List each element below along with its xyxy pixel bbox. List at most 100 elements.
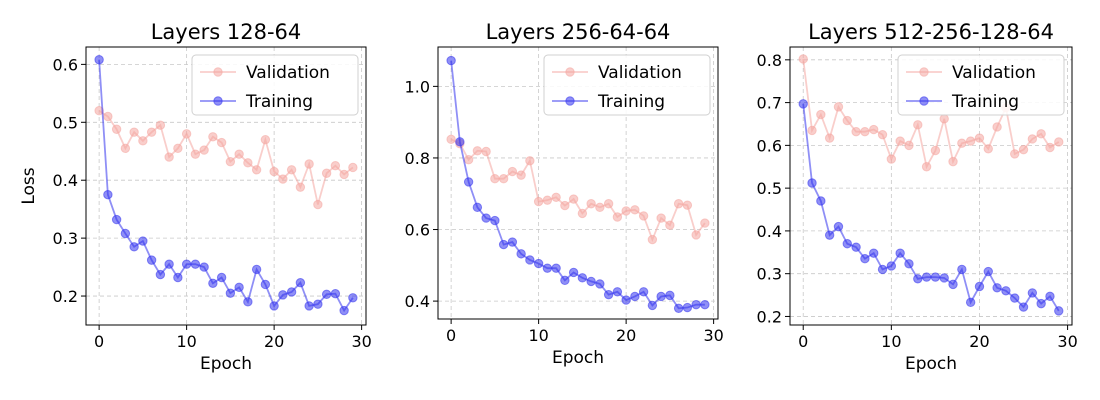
y-tick-label: 0.8 (405, 149, 430, 168)
data-point-validation (138, 136, 148, 146)
data-point-training (612, 287, 623, 297)
data-point-training (339, 305, 349, 316)
data-point-training (877, 264, 888, 275)
data-point-training (1001, 286, 1011, 296)
y-tick-label: 0.5 (757, 179, 782, 198)
data-point-training (216, 272, 227, 283)
data-point-validation (542, 195, 553, 205)
legend: Validation Training (191, 54, 359, 116)
y-tick-label: 0.7 (757, 94, 782, 113)
plot-frame (85, 46, 367, 326)
data-point-training (586, 276, 596, 287)
legend-marker-training (565, 96, 575, 106)
y-tick-label: 0.4 (53, 171, 78, 190)
data-point-training (1036, 298, 1046, 309)
data-point-training (700, 299, 710, 310)
x-tick-label: 20 (616, 326, 636, 345)
data-point-training (647, 300, 658, 311)
legend-label-validation: Validation (246, 63, 330, 83)
y-tick-label: 1.0 (405, 77, 430, 96)
data-point-training (630, 291, 640, 302)
series-line-validation (98, 109, 354, 205)
data-point-training (498, 239, 509, 250)
data-point-training (94, 55, 104, 65)
plot-frame (789, 46, 1073, 326)
data-point-training (1045, 291, 1055, 302)
data-point-training (930, 272, 941, 282)
data-point-validation (921, 162, 932, 172)
data-point-validation (278, 174, 288, 184)
data-point-validation (948, 156, 958, 167)
legend-marker-validation (919, 67, 929, 77)
legend: Validation Training (897, 54, 1065, 116)
data-point-validation (269, 166, 279, 177)
data-point-validation (260, 134, 271, 145)
data-point-validation (533, 196, 544, 207)
data-point-training (321, 289, 332, 300)
data-point-validation (1018, 144, 1029, 155)
data-point-training (481, 213, 491, 223)
data-point-training (463, 177, 474, 187)
data-point-training (1027, 288, 1038, 298)
data-point-validation (111, 124, 122, 134)
data-point-validation (155, 120, 166, 130)
x-tick-label: 30 (703, 326, 723, 345)
data-point-training (1018, 302, 1029, 312)
data-point-validation (983, 144, 993, 154)
data-point-validation (603, 199, 614, 209)
data-point-validation (208, 132, 218, 142)
data-point-validation (586, 199, 596, 209)
data-point-training (446, 55, 456, 66)
data-point-validation (568, 194, 579, 204)
data-point-training (533, 258, 544, 269)
data-point-validation (243, 158, 253, 168)
x-axis-label: Epoch (552, 348, 604, 368)
data-point-training (103, 189, 113, 200)
subplot-1: 0 10 20 30 0.2 0.3 0.4 0.5 0.6 Layers 128-64 Epoch… (19, 20, 372, 374)
y-tick-label: 0.2 (757, 307, 782, 326)
data-point-validation (1010, 149, 1020, 159)
y-axis-label: Loss (19, 167, 39, 204)
y-tick-label: 0.3 (757, 265, 782, 284)
x-tick-label: 20 (264, 332, 284, 351)
y-tick-label: 0.3 (53, 229, 78, 248)
data-point-validation (103, 111, 113, 122)
data-point-validation (348, 162, 358, 173)
data-point-validation (957, 138, 967, 148)
data-point-training (957, 264, 967, 275)
data-point-validation (1045, 142, 1055, 153)
legend-label-training: Training (597, 92, 665, 112)
y-tick-label: 0.4 (405, 292, 430, 311)
legend-marker-validation (565, 67, 575, 77)
data-point-training (992, 283, 1002, 293)
legend-marker-training (919, 96, 929, 106)
data-point-validation (498, 174, 509, 184)
data-point-training (913, 274, 923, 284)
x-axis-label: Epoch (200, 354, 252, 374)
data-point-training (208, 278, 218, 288)
data-point-training (691, 299, 701, 310)
data-point-validation (1054, 137, 1064, 147)
data-point-validation (673, 199, 684, 209)
data-point-training (603, 289, 614, 300)
legend-box (191, 54, 359, 116)
y-tick-label: 0.5 (53, 113, 78, 132)
data-point-validation (463, 155, 474, 165)
data-point-training (269, 301, 279, 311)
data-point-validation (913, 120, 923, 130)
data-point-training (155, 269, 166, 280)
x-tick-label: 10 (528, 326, 548, 345)
data-point-training (129, 242, 139, 252)
data-point-training (983, 266, 993, 277)
data-point-training (895, 248, 905, 258)
data-point-training (260, 279, 271, 290)
data-point-training (560, 275, 570, 286)
legend-label-training: Training (951, 92, 1019, 112)
data-point-validation (638, 211, 649, 221)
data-point-training (798, 99, 808, 109)
data-point-validation (869, 124, 879, 135)
data-point-training (190, 259, 201, 269)
data-point-validation (904, 140, 914, 151)
data-point-training (621, 295, 631, 305)
data-point-validation (842, 115, 852, 126)
